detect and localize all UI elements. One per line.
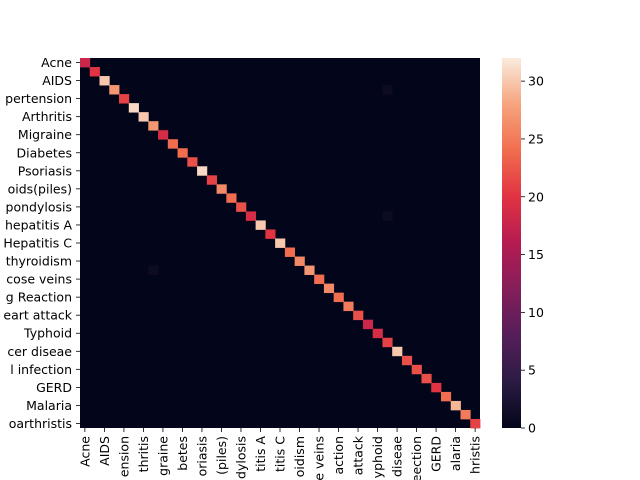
- x-tick-label: diseae: [390, 436, 405, 477]
- x-tick-label: ension: [116, 436, 131, 477]
- y-tick-label: Psoriasis: [18, 163, 72, 178]
- y-tick-label: Migraine: [18, 127, 72, 142]
- x-tick-label: yphoid: [370, 436, 385, 478]
- heatmap-cell: [440, 391, 452, 402]
- colorbar-tick-label: 25: [528, 131, 544, 146]
- colorbar-tick-label: 15: [528, 247, 544, 262]
- y-tick-label: AIDS: [42, 73, 72, 88]
- x-tick-label: dylosis: [233, 436, 248, 479]
- y-tick-label: pertension: [5, 91, 72, 106]
- heatmap-cell: [265, 229, 276, 239]
- colorbar-tick-label: 0: [528, 421, 536, 436]
- heatmap-cell: [382, 211, 393, 221]
- y-tick-label: Malaria: [26, 398, 72, 413]
- heatmap-cell: [206, 175, 217, 185]
- heatmap-cell: [197, 166, 208, 176]
- heatmap-cell: [245, 211, 257, 221]
- y-tick-label: cose veins: [6, 272, 72, 287]
- y-tick-label: Diabetes: [17, 145, 73, 160]
- colorbar-ticks: 0 5 10 15 20 25 30: [521, 74, 544, 436]
- heatmap-cell: [119, 94, 130, 104]
- heatmap-cell: [411, 364, 422, 375]
- y-tick-label: Arthritis: [22, 109, 72, 124]
- heatmap-cell: [177, 148, 188, 158]
- y-tick-label: oids(piles): [8, 181, 72, 196]
- heatmap-cell: [255, 220, 266, 230]
- heatmap-cell: [431, 382, 442, 393]
- colorbar-tick-label: 30: [528, 74, 544, 89]
- heatmap-cell: [421, 373, 432, 384]
- x-tick-label: titis C: [273, 436, 288, 472]
- x-tick-label: GERD: [429, 436, 444, 472]
- heatmap-cell: [187, 157, 198, 167]
- x-tick-label: oidism: [292, 436, 307, 477]
- x-tick-label: action: [331, 436, 346, 474]
- heatmap-cell: [392, 346, 403, 357]
- x-tick-label: titis A: [253, 436, 268, 472]
- y-tick-label: thyroidism: [6, 254, 72, 269]
- heatmap-cell: [148, 121, 159, 131]
- heatmap-cell: [323, 283, 335, 294]
- heatmap-cell: [167, 139, 178, 149]
- y-tick-label: oarthristis: [9, 416, 72, 431]
- heatmap-cell: [353, 310, 364, 321]
- y-tick-label: Typhoid: [23, 326, 72, 341]
- heatmap-cell: [128, 103, 139, 113]
- x-tick-label: thritis: [136, 436, 151, 472]
- x-tick-label: e veins: [312, 436, 327, 480]
- heatmap-cell: [148, 265, 159, 275]
- heatmap-cell: [138, 112, 149, 122]
- x-tick-label: betes: [175, 436, 190, 471]
- heatmap-cell: [333, 292, 344, 303]
- y-tick-label: hepatitis A: [5, 217, 72, 232]
- y-tick-label: cer diseae: [7, 344, 72, 359]
- heatmap-cell: [236, 202, 247, 212]
- heatmap-cell: [362, 319, 374, 330]
- heatmap-cells: [80, 58, 481, 429]
- y-tick-labels: Acne AIDS pertension Arthritis Migraine Diabe…: [3, 55, 80, 431]
- colorbar-tick-label: 10: [528, 305, 544, 320]
- x-tick-label: AIDS: [97, 436, 112, 466]
- heatmap-cell: [304, 265, 315, 275]
- heatmap-cell: [284, 247, 296, 257]
- heatmap-cell: [401, 355, 413, 366]
- heatmap-cell: [470, 418, 481, 429]
- heatmap-cell: [99, 76, 110, 86]
- x-tick-labels: Acne AIDS ension thritis graine betes oriasis (…: [77, 428, 483, 480]
- y-tick-label: GERD: [36, 380, 72, 395]
- y-tick-label: pondylosis: [6, 199, 72, 214]
- heatmap-cell: [226, 193, 237, 203]
- colorbar-tick-label: 5: [528, 363, 536, 378]
- heatmap-cell: [343, 301, 354, 312]
- heatmap-cell: [275, 238, 286, 248]
- x-tick-label: eection: [409, 436, 424, 480]
- heatmap-cell: [382, 85, 393, 95]
- x-tick-label: (piles): [214, 436, 229, 475]
- colorbar: [502, 58, 521, 428]
- x-tick-label: attack: [351, 435, 366, 475]
- y-tick-label: eart attack: [3, 308, 72, 323]
- heatmap-cell: [314, 274, 325, 285]
- y-tick-label: g Reaction: [6, 290, 72, 305]
- colorbar-tick-label: 20: [528, 189, 544, 204]
- y-tick-label: Acne: [41, 55, 72, 70]
- x-tick-label: oriasis: [194, 436, 209, 476]
- heatmap-cell: [89, 67, 100, 77]
- heatmap-cell: [158, 130, 169, 140]
- heatmap-cell: [372, 328, 383, 339]
- x-tick-label: hristis: [468, 436, 483, 474]
- heatmap-cell: [294, 256, 305, 266]
- heatmap-cell: [216, 184, 227, 194]
- x-tick-label: Acne: [77, 436, 92, 467]
- heatmap-cell: [80, 58, 91, 68]
- x-tick-label: alaria: [448, 436, 463, 471]
- heatmap-cell: [109, 85, 120, 95]
- y-tick-label: Hepatitis C: [3, 236, 72, 251]
- y-tick-label: l infection: [10, 362, 72, 377]
- heatmap-cell: [450, 400, 461, 411]
- heatmap-cell: [460, 409, 471, 420]
- heatmap-cell: [382, 337, 393, 348]
- x-tick-label: graine: [155, 436, 170, 476]
